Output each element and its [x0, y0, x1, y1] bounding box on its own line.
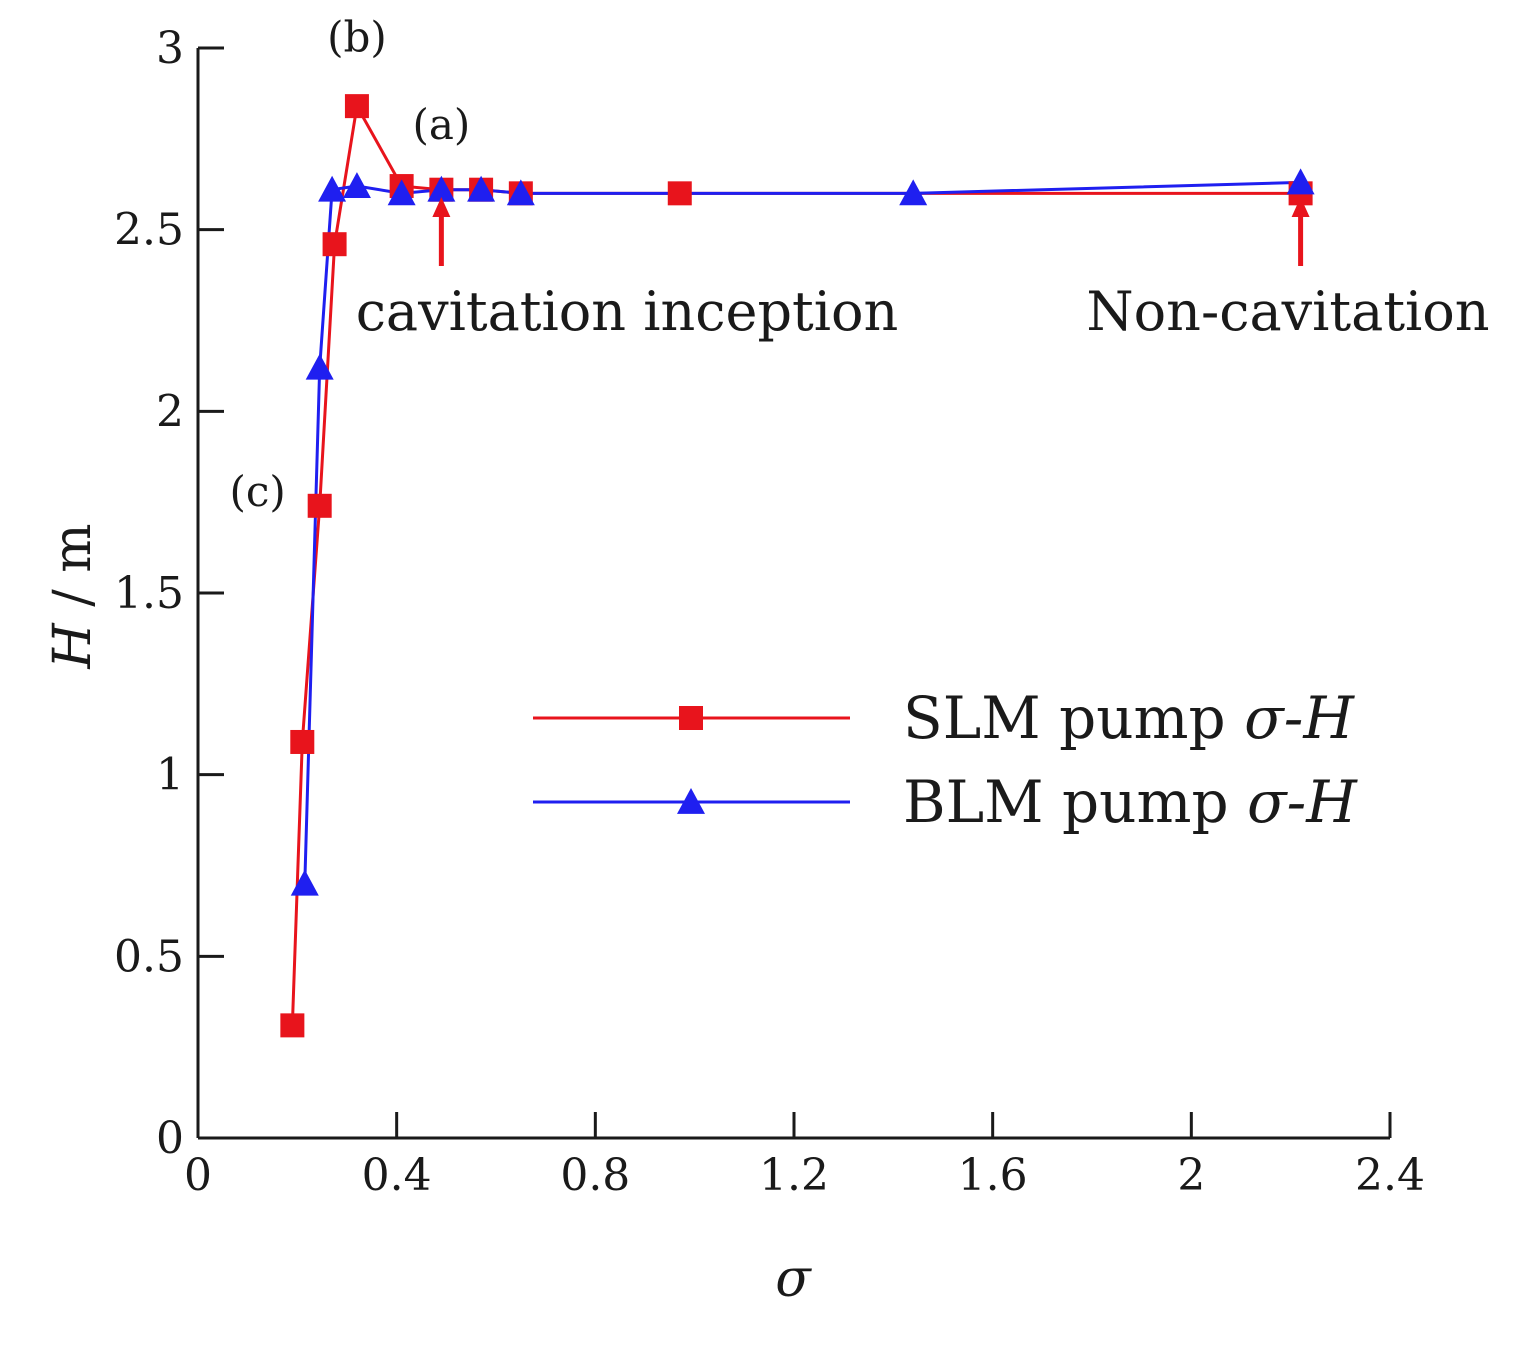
- axes: [196, 48, 1390, 1140]
- legend-label-symbol: σ-H: [1244, 684, 1355, 752]
- x-tick-label: 0: [184, 1150, 212, 1201]
- cavitation-inception-label: cavitation inception: [356, 280, 899, 343]
- annotations: cavitation inception Non-cavitation (a) (b)…: [229, 13, 1489, 516]
- slm-data-point: [307, 493, 332, 518]
- annotation-a: (a): [412, 100, 470, 149]
- arrows: [432, 196, 1310, 266]
- slm-data-point: [290, 729, 315, 754]
- y-tick-label: 0: [156, 1113, 184, 1164]
- y-tick-label: 2: [156, 386, 184, 437]
- slm-data-point: [344, 94, 369, 119]
- annotation-c: (c): [229, 467, 285, 516]
- x-tick-label: 0.8: [560, 1150, 630, 1201]
- slm-data-point: [322, 232, 347, 257]
- ticks: 0 0.4 0.8 1.2 1.6 2 2.4 0 0.5 1 1.5 2 2.5 3: [114, 23, 1425, 1201]
- blm-data-point: [318, 175, 347, 202]
- y-axis-title-unit: / m: [43, 523, 103, 623]
- blm-data-point: [1286, 168, 1315, 195]
- legend-slm-marker: [679, 706, 703, 730]
- annotation-b: (b): [327, 13, 387, 62]
- x-tick-label: 2.4: [1355, 1150, 1425, 1201]
- blm-data-point: [506, 179, 535, 206]
- blm-series-line: [303, 180, 1301, 884]
- legend-label-prefix: BLM pump: [903, 768, 1247, 836]
- legend-slm-label: SLM pump σ-H: [903, 684, 1355, 752]
- x-tick-label: 1.6: [958, 1150, 1028, 1201]
- x-tick-label: 0.4: [362, 1150, 432, 1201]
- slm-data-point: [280, 1013, 305, 1038]
- y-axis-title: H / m: [43, 523, 103, 669]
- y-tick-label: 1: [156, 750, 184, 801]
- blm-data-point: [342, 172, 371, 198]
- legend-blm-label: BLM pump σ-H: [903, 768, 1358, 836]
- blm-data-point: [467, 175, 496, 202]
- non-cavitation-arrowhead: [1291, 196, 1310, 217]
- blm-data-point: [427, 175, 456, 202]
- y-tick-label: 2.5: [114, 205, 184, 256]
- blm-data-point: [387, 179, 416, 206]
- y-tick-label: 1.5: [114, 568, 184, 619]
- non-cavitation-label: Non-cavitation: [1086, 280, 1489, 343]
- legend-label-symbol: σ-H: [1247, 768, 1358, 836]
- y-tick-label: 0.5: [114, 931, 184, 982]
- blm-data-point: [305, 353, 334, 380]
- y-axis-title-symbol: H: [43, 622, 103, 670]
- x-axis-title: σ: [775, 1249, 812, 1309]
- inception-arrowhead: [432, 196, 451, 217]
- slm-data-point: [667, 181, 692, 206]
- x-tick-label: 1.2: [759, 1150, 829, 1201]
- x-tick-label: 2: [1177, 1150, 1205, 1201]
- blm-data-point: [290, 869, 319, 896]
- blm-data-point: [899, 179, 928, 206]
- legend-blm-marker: [677, 788, 705, 814]
- plot-markers: [280, 94, 1315, 1038]
- legend-label-prefix: SLM pump: [903, 684, 1244, 752]
- y-tick-label: 3: [156, 23, 184, 74]
